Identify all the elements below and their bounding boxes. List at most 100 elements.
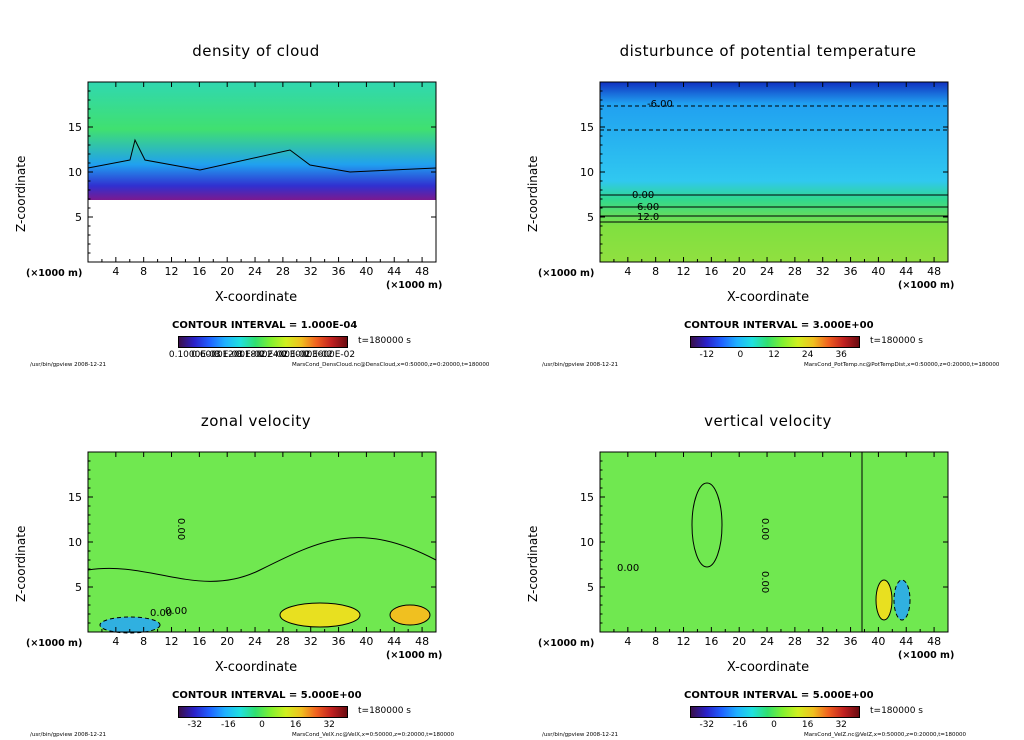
colorbar-tick-label: 0.1000E-03: [168, 350, 221, 360]
y-tick-label: 5: [75, 581, 82, 594]
meta-right: MarsCond_PotTemp.nc@PotTempDist,x=0:5000…: [804, 362, 1000, 368]
time-label: t=180000 s: [870, 706, 923, 716]
x-tick-label: 44: [899, 635, 913, 648]
y-tick-label: 10: [580, 536, 594, 549]
x-tick-label: 32: [304, 635, 318, 648]
y-tick-label: 5: [587, 581, 594, 594]
panel-zonal-velocity: zonal velocity 4 8 12 16 20 24 28 32 36 40 44 48 5 10…: [0, 370, 512, 740]
x-tick-label: 48: [927, 635, 941, 648]
y-tick-label: 10: [68, 536, 82, 549]
y-tick-label: 15: [580, 491, 594, 504]
x-tick-label: 40: [359, 265, 373, 278]
colorbar-tick-label: 16: [801, 720, 814, 730]
meta-right: MarsCond_VelZ.nc@VelZ,x=0:50000,z=0:2000…: [804, 732, 967, 738]
w-contour: [691, 482, 723, 568]
u-contour: [87, 537, 437, 582]
colorbar-tick-label: 24: [801, 350, 814, 360]
x-unit-right: (×1000 m): [898, 650, 955, 661]
chart-title: disturbunce of potential temperature: [619, 42, 917, 60]
time-label: t=180000 s: [870, 336, 923, 346]
plot-svg: 4 8 12 16 20 24 28 32 36 40 44 4851015-6.000.006.00…: [580, 81, 949, 278]
colorbar-tick-label: 32: [835, 720, 847, 730]
u-max: [279, 602, 361, 628]
x-tick-label: 44: [387, 265, 401, 278]
contour-label: 0.00: [150, 608, 172, 619]
y-axis-label: Z-coordinate: [14, 525, 28, 602]
x-tick-label: 48: [927, 265, 941, 278]
colorbar: [178, 706, 348, 718]
colorbar-tick-label: -32: [187, 720, 203, 730]
colorbar-tick-label: 0.6000E-03: [191, 350, 244, 360]
colorbar-tick-label: -32: [699, 720, 715, 730]
y-tick-label: 5: [587, 211, 594, 224]
u-min: [99, 616, 161, 634]
x-tick-label: 4: [624, 635, 631, 648]
colorbar-tick-label: 0: [737, 350, 744, 360]
meta-right: MarsCond_VelX.nc@VelX,x=0:50000,z=0:2000…: [292, 732, 455, 738]
colorbar-tick-label: 0.1800E-02: [236, 350, 288, 360]
x-tick-label: 28: [788, 635, 802, 648]
x-tick-label: 8: [652, 635, 659, 648]
x-tick-label: 40: [359, 635, 373, 648]
pt-field: [600, 82, 948, 262]
x-tick-label: 16: [704, 635, 718, 648]
colorbar-tick-label: 0: [259, 720, 265, 730]
x-tick-label: 4: [112, 635, 119, 648]
x-axis-label: X-coordinate: [726, 290, 810, 305]
x-tick-label: 24: [248, 635, 262, 648]
plot-area: [87, 452, 437, 634]
x-axis-label: X-coordinate: [214, 290, 298, 305]
y-tick-label: 10: [68, 166, 82, 179]
x-tick-label: 28: [276, 635, 290, 648]
chart-title: vertical velocity: [704, 412, 832, 430]
colorbar-ticks: -32 -16 0 16 32: [690, 720, 858, 732]
x-unit-left: (×1000 m): [26, 638, 83, 649]
time-label: t=180000 s: [358, 706, 411, 716]
x-tick-label: 36: [332, 635, 346, 648]
x-tick-label: 32: [304, 265, 318, 278]
plot-area: [600, 452, 948, 632]
colorbar-ticks: -32 -16 0 16 32: [178, 720, 346, 732]
x-unit-right: (×1000 m): [386, 650, 443, 661]
meta-left: /usr/bin/gpview 2008-12-21: [542, 732, 619, 738]
contour-label: -6.00: [647, 99, 673, 110]
x-unit-left: (×1000 m): [538, 638, 595, 649]
y-tick-label: 10: [580, 166, 594, 179]
y-tick-label: 5: [75, 211, 82, 224]
colorbar-tick-label: 0.3000E-02: [280, 350, 333, 360]
w-max: [875, 579, 893, 621]
colorbar-tick-label: 36: [835, 350, 847, 360]
x-tick-label: 28: [788, 265, 802, 278]
x-tick-label: 20: [732, 635, 746, 648]
panel-vertical-velocity: vertical velocity 4 8 12 16 20 24 28 32 36 40 44 48…: [512, 370, 1024, 740]
contour-label: 0.00: [165, 606, 187, 617]
x-tick-label: 40: [871, 265, 885, 278]
colorbar-tick-label: -12: [699, 350, 715, 360]
x-tick-label: 12: [165, 265, 179, 278]
x-tick-label: 44: [387, 635, 401, 648]
y-axis-label: Z-coordinate: [526, 525, 540, 602]
panel-density-of-cloud: density of cloud 4 8 12 16 20 24 28 32 36 40 44 48 5…: [0, 0, 512, 370]
meta-left: /usr/bin/gpview 2008-12-21: [30, 732, 107, 738]
x-tick-label: 12: [677, 265, 691, 278]
x-tick-label: 12: [165, 635, 179, 648]
contour-label: 0.00: [632, 190, 654, 201]
y-tick-label: 15: [68, 491, 82, 504]
u-field: [88, 452, 436, 632]
plot-area: [600, 82, 948, 262]
contour-label: 0.00: [175, 518, 186, 540]
cloud-field: [88, 82, 436, 200]
x-tick-label: 48: [415, 635, 429, 648]
colorbar-tick-label: 32: [323, 720, 335, 730]
colorbar-ticks: -12 0 12 24 36: [690, 350, 858, 362]
x-tick-label: 36: [844, 635, 858, 648]
chart-title: zonal velocity: [200, 412, 312, 430]
contour-label: 0.00: [759, 518, 770, 540]
x-axis-label: X-coordinate: [214, 660, 298, 675]
x-unit-left: (×1000 m): [538, 268, 595, 279]
cloud-contour: [87, 138, 437, 173]
